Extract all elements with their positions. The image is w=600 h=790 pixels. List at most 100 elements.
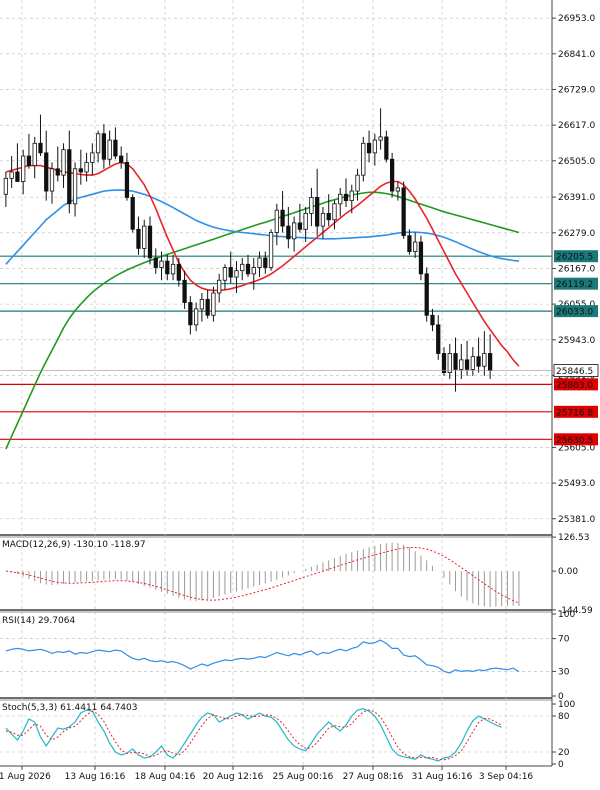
price-tick-label: 25381.0 bbox=[558, 515, 595, 525]
candle-body bbox=[460, 360, 463, 370]
price-tick-label: 26841.0 bbox=[558, 50, 595, 60]
candle-body bbox=[241, 264, 244, 270]
candle-body bbox=[85, 162, 88, 172]
stoch-tick-label: 80 bbox=[558, 712, 570, 722]
price-tick-label: 25943.0 bbox=[558, 336, 595, 346]
macd-tick-label: 0.00 bbox=[558, 567, 578, 577]
candle-body bbox=[102, 134, 105, 159]
candle-body bbox=[246, 264, 249, 274]
candle-body bbox=[408, 236, 411, 252]
time-tick-label: 13 Aug 16:16 bbox=[65, 772, 126, 782]
candle-body bbox=[425, 274, 428, 315]
level-label: 26033.0 bbox=[556, 308, 593, 318]
level-label: 26119.2 bbox=[556, 280, 593, 290]
candle-body bbox=[200, 299, 203, 309]
candle-body bbox=[235, 271, 238, 277]
candle-body bbox=[275, 210, 278, 232]
candle-body bbox=[50, 169, 53, 191]
level-label: 25716.8 bbox=[556, 408, 593, 418]
candle-body bbox=[310, 197, 313, 213]
candle-body bbox=[125, 162, 128, 197]
price-tick-label: 26279.0 bbox=[558, 229, 595, 239]
rsi-tick-label: 70 bbox=[558, 635, 570, 645]
candle-body bbox=[79, 169, 82, 172]
candle-body bbox=[465, 360, 468, 370]
candle-body bbox=[264, 258, 267, 268]
candle-body bbox=[137, 229, 140, 248]
candle-body bbox=[21, 156, 24, 181]
candle-body bbox=[327, 213, 330, 219]
price-tick-label: 26391.0 bbox=[558, 193, 595, 203]
time-tick-label: 25 Aug 00:16 bbox=[273, 772, 334, 782]
stoch-tick-label: 100 bbox=[558, 700, 575, 710]
panel-rsi bbox=[0, 612, 552, 698]
time-tick-label: 3 Sep 04:16 bbox=[479, 772, 534, 782]
candle-body bbox=[298, 223, 301, 229]
candle-body bbox=[356, 175, 359, 191]
candle-body bbox=[217, 280, 220, 293]
candle-body bbox=[10, 172, 13, 178]
candle-body bbox=[68, 150, 71, 204]
candle-body bbox=[4, 178, 7, 194]
candle-body bbox=[160, 261, 163, 267]
rsi-label: RSI(14) 29.7064 bbox=[2, 616, 75, 626]
candle-body bbox=[108, 140, 111, 159]
time-tick-label: 18 Aug 04:16 bbox=[135, 772, 196, 782]
candle-body bbox=[252, 268, 255, 274]
candle-body bbox=[431, 315, 434, 325]
candle-body bbox=[229, 268, 232, 278]
candle-body bbox=[114, 140, 117, 156]
stoch-tick-label: 20 bbox=[558, 748, 570, 758]
current-price-label: 25846.5 bbox=[556, 367, 593, 377]
candle-body bbox=[62, 150, 65, 175]
level-label: 25803.0 bbox=[556, 381, 593, 391]
candle-body bbox=[143, 226, 146, 248]
candle-body bbox=[91, 153, 94, 163]
candle-body bbox=[339, 194, 342, 204]
candle-body bbox=[350, 191, 353, 201]
candle-body bbox=[402, 188, 405, 236]
panel-main bbox=[0, 0, 552, 535]
candle-body bbox=[166, 261, 169, 274]
candle-body bbox=[189, 303, 192, 325]
candle-body bbox=[488, 353, 491, 370]
candle-body bbox=[448, 353, 451, 372]
candle-body bbox=[33, 143, 36, 165]
candle-body bbox=[333, 204, 336, 220]
candle-body bbox=[27, 156, 30, 166]
candle-body bbox=[45, 153, 48, 191]
candle-body bbox=[419, 242, 422, 274]
candle-body bbox=[56, 169, 59, 175]
candle-body bbox=[171, 264, 174, 274]
candle-body bbox=[379, 137, 382, 140]
price-tick-label: 26617.0 bbox=[558, 121, 595, 131]
candle-body bbox=[212, 293, 215, 315]
candle-body bbox=[258, 258, 261, 268]
stoch-tick-label: 0 bbox=[558, 760, 564, 770]
candle-body bbox=[183, 280, 186, 302]
candle-body bbox=[321, 213, 324, 226]
price-tick-label: 26729.0 bbox=[558, 85, 595, 95]
candle-body bbox=[119, 156, 122, 162]
candle-body bbox=[96, 134, 99, 153]
time-tick-label: 27 Aug 08:16 bbox=[343, 772, 404, 782]
candle-body bbox=[437, 325, 440, 354]
candle-body bbox=[413, 242, 416, 252]
candle-body bbox=[483, 353, 486, 366]
rsi-tick-label: 30 bbox=[558, 667, 570, 677]
stoch-label: Stoch(5,3,3) 61.4411 64.7403 bbox=[2, 703, 137, 713]
time-tick-label: 31 Aug 16:16 bbox=[412, 772, 473, 782]
candle-body bbox=[471, 357, 474, 370]
candle-body bbox=[315, 197, 318, 226]
candle-body bbox=[367, 143, 370, 153]
candle-body bbox=[292, 223, 295, 239]
candle-body bbox=[223, 268, 226, 281]
candle-body bbox=[442, 353, 445, 372]
candle-body bbox=[39, 143, 42, 153]
candle-body bbox=[281, 210, 284, 226]
price-tick-label: 26167.0 bbox=[558, 264, 595, 274]
candle-body bbox=[206, 299, 209, 315]
time-tick-label: 20 Aug 12:16 bbox=[203, 772, 264, 782]
candle-body bbox=[73, 169, 76, 204]
